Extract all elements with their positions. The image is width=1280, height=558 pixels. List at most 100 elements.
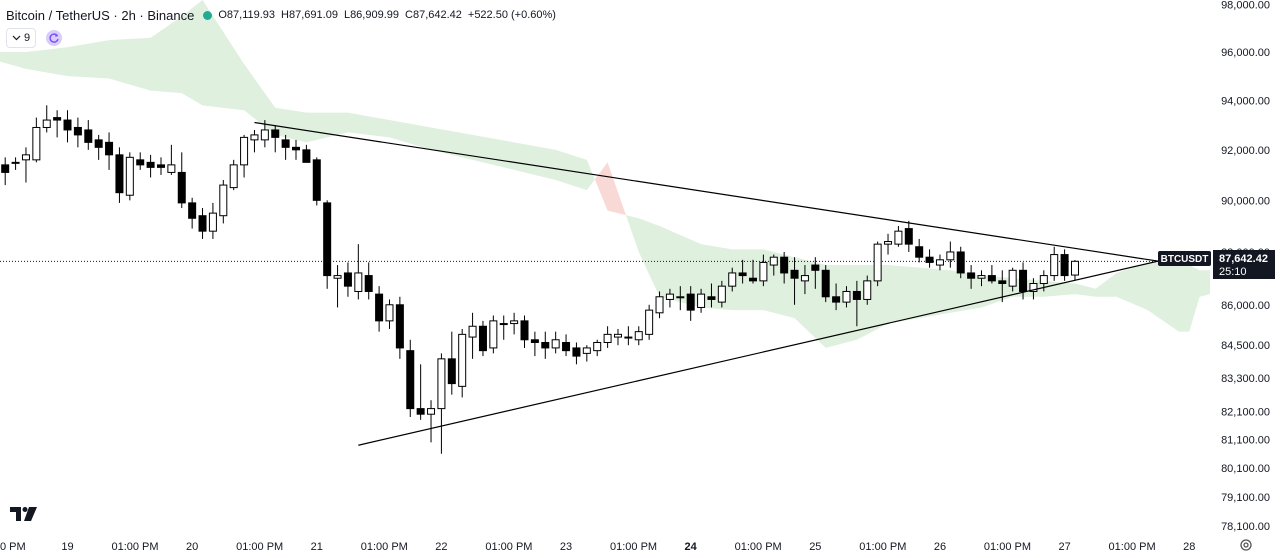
candle-body-up [935,259,944,266]
candle-body-down [343,272,352,287]
price-axis-label: 78,100.00 [1221,521,1270,533]
candle [717,280,726,308]
symbol-tag: BTCUSDT [1161,254,1209,265]
candle [572,342,581,365]
indicators-toggle[interactable]: 9 [6,28,37,48]
candle-body-up [437,358,446,410]
trendline-lower[interactable] [358,260,1159,446]
candle [956,246,965,279]
candle [1,157,10,186]
candle-body-up [489,320,498,349]
change-value: +522.50 (+0.60%) [467,9,556,21]
candle [665,288,674,308]
candle [21,147,30,183]
candle-body-down [198,215,207,232]
candle [759,254,768,287]
candle [208,202,217,239]
high-label: H [281,9,289,21]
close-value: 87,642.42 [412,9,462,21]
candle-body-down [998,280,1007,285]
price-tag: BTCUSDT 87,642.42 25:10 [1158,250,1275,279]
time-axis-label: 25 [809,541,821,553]
candle-body-down [1019,269,1028,292]
candle-body-up [510,320,519,325]
time-axis-label: 01:00 PM [111,541,158,553]
chevron-down-icon [12,35,21,41]
candle-body-up [167,164,176,173]
candle-body-up [1050,254,1059,277]
symmetric-triangle[interactable] [254,121,1159,446]
candle [967,265,976,289]
candle [884,233,893,255]
price-axis-label: 82,100.00 [1221,406,1270,418]
time-axis-label: 21 [311,541,323,553]
indicator-row: 9 [6,28,63,48]
candle-body-up [468,325,477,338]
cloud-bearish [594,162,626,216]
candle [873,241,882,287]
candle [530,331,539,357]
candle-body-up [354,272,363,292]
candle-body-down [105,141,114,156]
refresh-icon[interactable] [46,30,63,46]
candle [323,200,332,289]
price-axis-label: 90,000.00 [1221,195,1270,207]
candle-body-down [832,296,841,303]
candle-body-down [271,129,280,138]
price-axis-label: 94,000.00 [1221,95,1270,107]
candle [416,364,425,420]
candle-body-up [624,336,633,339]
candle [94,134,103,160]
candle [1019,262,1028,300]
candle [686,286,695,321]
price-tag-bg [1213,250,1275,279]
candle [832,283,841,311]
candle [105,132,114,170]
price-axis-label: 83,300.00 [1221,373,1270,385]
candle-body-down [406,350,415,410]
candle-body-up [458,333,467,387]
candle-body-down [790,269,799,279]
candle [156,157,165,175]
symbol-tag-bg [1158,251,1211,266]
candle-body-down [967,272,976,279]
candle [437,353,446,454]
candle [447,331,456,395]
trendline-upper[interactable] [254,121,1159,262]
tradingview-logo-icon[interactable] [10,505,42,523]
candle-body-up [125,156,134,196]
candle-body-up [863,280,872,300]
candle [541,331,550,359]
candle [946,241,955,268]
candle-body-up [593,341,602,352]
time-axis-label: 28 [1183,541,1195,553]
symbol-title[interactable]: Bitcoin / TetherUS · 2h · Binance [6,7,195,23]
candle [292,139,301,160]
candle-body-down [136,159,145,166]
candle-body-up [645,309,654,335]
settings-icon[interactable] [1239,538,1253,552]
candle-body-down [987,275,996,282]
cloud-bullish [0,0,595,191]
candle [613,328,622,346]
candle [499,315,508,340]
candle [935,254,944,271]
candle [188,197,197,229]
candle-body-down [312,159,321,201]
candle-body-up [219,184,228,217]
candle-body-up [1070,260,1079,276]
candle [707,283,716,308]
time-axis-label: 22 [435,541,447,553]
price-axis-label: 96,000.00 [1221,47,1270,59]
candle [240,134,249,178]
candle [11,157,20,170]
candle-body-down [281,139,290,148]
candle-body-up [873,243,882,282]
candle [562,334,571,357]
candle [800,265,809,295]
candle-body-down [375,293,384,322]
time-axis[interactable]: 0 PM 19 01:00 PM 20 01:00 PM 21 01:00 PM 22 01:0… [0,541,1195,553]
candle [676,286,685,311]
candle [84,120,93,150]
